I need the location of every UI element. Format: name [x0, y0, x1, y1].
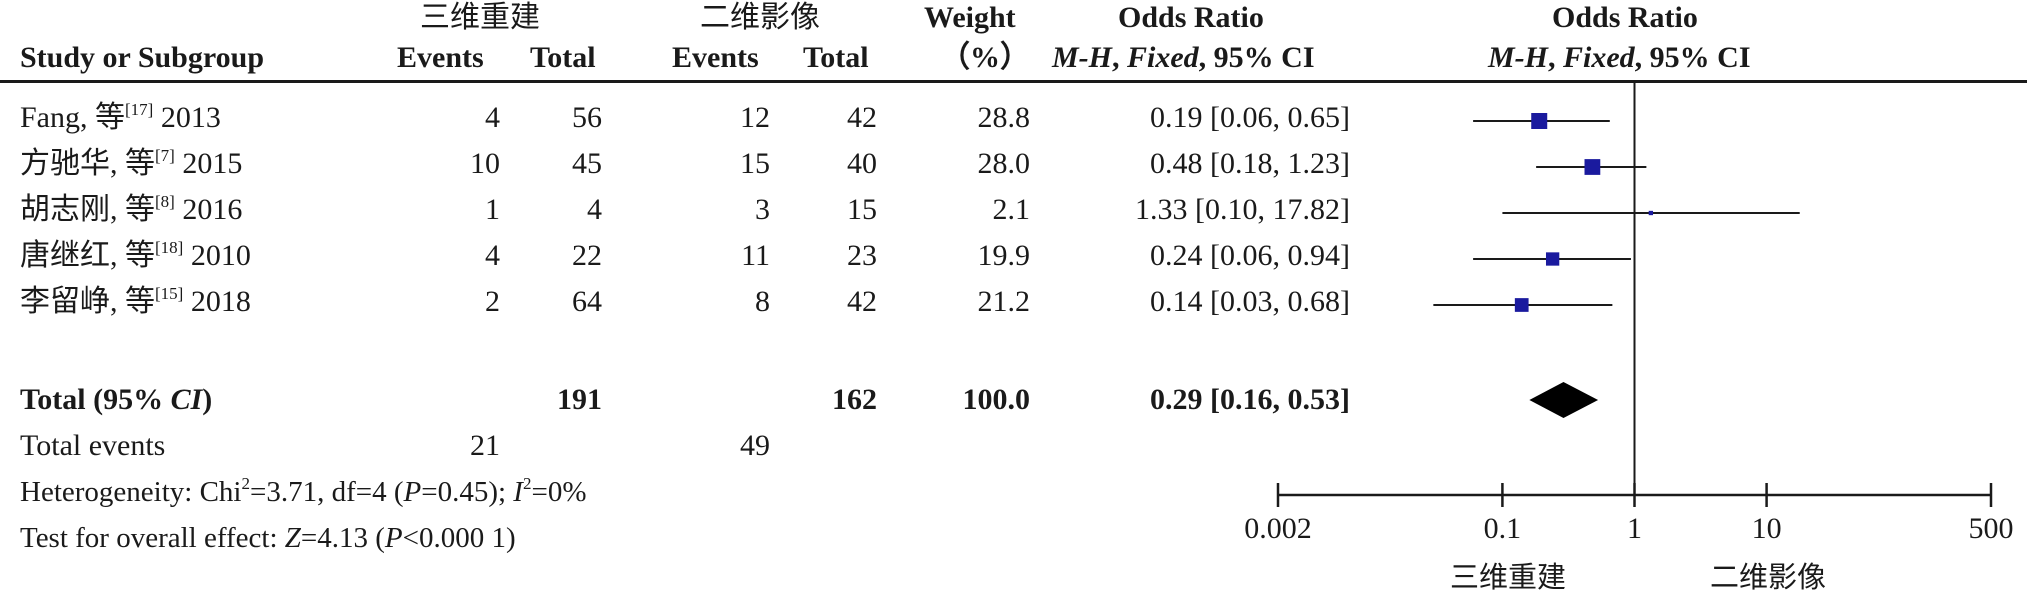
study-c-events: 3 [755, 193, 770, 226]
e-events-header: Events [397, 41, 484, 74]
study-c-total: 42 [847, 101, 877, 134]
x-tick-label: 10 [1752, 512, 1782, 545]
study-e-total: 64 [572, 285, 602, 318]
study-e-total: 45 [572, 147, 602, 180]
study-name: 方驰华, 等[7] 2015 [20, 146, 243, 180]
study-header: Study or Subgroup [20, 41, 265, 74]
or-model: Fixed [1127, 41, 1199, 74]
or-ci-label: 95% CI [1213, 41, 1315, 74]
study-c-total: 15 [847, 193, 877, 226]
total-label: Total (95% CI) [20, 383, 213, 416]
e-total-header: Total [530, 41, 596, 74]
study-c-total: 42 [847, 285, 877, 318]
or-header-bottom: M-H, Fixed, 95% CI [1052, 41, 1315, 74]
or-method: M-H [1052, 41, 1112, 74]
study-e-events: 1 [485, 193, 500, 226]
plot-method: M-H [1488, 41, 1548, 74]
study-or: 0.24 [0.06, 0.94] [1150, 239, 1350, 272]
x-tick-label: 500 [1969, 512, 2014, 545]
study-e-events: 4 [485, 101, 500, 134]
x-tick-label: 1 [1627, 512, 1642, 545]
study-c-events: 12 [740, 101, 770, 134]
study-c-events: 8 [755, 285, 770, 318]
study-or: 0.19 [0.06, 0.65] [1150, 101, 1350, 134]
study-e-total: 22 [572, 239, 602, 272]
study-e-total: 4 [587, 193, 602, 226]
x-left-label: 三维重建 [1450, 560, 1566, 594]
control-group-label: 二维影像 [700, 1, 820, 34]
overall-effect-text: Test for overall effect: Z=4.13 (P<0.000… [20, 522, 516, 554]
total-c-total: 162 [832, 383, 877, 416]
study-weight: 28.0 [977, 147, 1031, 180]
plot-header-bottom: M-H, Fixed, 95% CI [1488, 41, 1751, 74]
study-or: 0.14 [0.03, 0.68] [1150, 285, 1350, 318]
study-name: 胡志刚, 等[8] 2016 [20, 192, 243, 226]
study-name: 李留峥, 等[15] 2018 [20, 284, 251, 318]
study-marker [1584, 159, 1601, 175]
study-name: Fang, 等[17] 2013 [20, 100, 221, 134]
plot-header-top: Odds Ratio [1552, 1, 1698, 34]
total-weight: 100.0 [962, 383, 1031, 416]
plot-model: Fixed [1563, 41, 1635, 74]
study-weight: 21.2 [977, 285, 1031, 318]
x-right-label: 二维影像 [1710, 560, 1826, 594]
c-events-header: Events [672, 41, 759, 74]
study-c-events: 15 [740, 147, 770, 180]
total-c-events: 49 [740, 429, 770, 462]
study-marker [1531, 113, 1548, 129]
study-name: 唐继红, 等[18] 2010 [20, 238, 251, 272]
weight-header-top: Weight [924, 1, 1016, 34]
total-diamond [1529, 382, 1599, 418]
study-weight: 19.9 [977, 239, 1031, 272]
total-e-total: 191 [557, 383, 602, 416]
x-tick-label: 0.1 [1484, 512, 1522, 545]
total-e-events: 21 [470, 429, 500, 462]
study-weight: 28.8 [977, 101, 1031, 134]
study-marker [1514, 298, 1529, 312]
weight-header-bottom: （%） [940, 41, 1030, 74]
study-c-total: 23 [847, 239, 877, 272]
header-rule [0, 80, 2027, 83]
or-header-top: Odds Ratio [1118, 1, 1264, 34]
total-or: 0.29 [0.16, 0.53] [1150, 383, 1350, 416]
total-events-label: Total events [20, 429, 166, 462]
study-e-total: 56 [572, 101, 602, 134]
study-e-events: 10 [470, 147, 500, 180]
study-marker [1648, 210, 1654, 216]
study-c-events: 11 [741, 239, 770, 272]
study-e-events: 4 [485, 239, 500, 272]
study-or: 0.48 [0.18, 1.23] [1150, 147, 1350, 180]
study-c-total: 40 [847, 147, 877, 180]
x-tick-label: 0.002 [1244, 512, 1312, 545]
plot-ci-label: 95% CI [1649, 41, 1751, 74]
experimental-group-label: 三维重建 [420, 1, 540, 34]
heterogeneity-text: Heterogeneity: Chi2=3.71, df=4 (P=0.45);… [20, 474, 587, 508]
study-e-events: 2 [485, 285, 500, 318]
study-or: 1.33 [0.10, 17.82] [1135, 193, 1350, 226]
study-weight: 2.1 [992, 193, 1031, 226]
study-marker [1545, 252, 1560, 266]
c-total-header: Total [803, 41, 869, 74]
